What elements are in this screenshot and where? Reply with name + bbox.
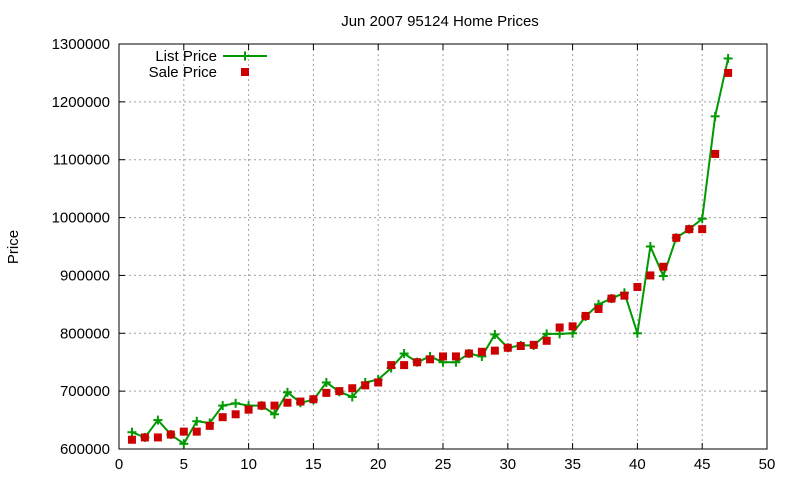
legend-marker-list-price: [240, 51, 250, 61]
list-price-point: [658, 271, 668, 281]
y-tick-label: 600000: [60, 441, 110, 458]
sale-price-point: [244, 405, 253, 414]
list-price-point: [270, 409, 280, 419]
x-tick-label: 10: [240, 456, 257, 473]
list-price-point: [347, 392, 357, 402]
sale-price-point: [542, 336, 551, 345]
y-tick-label: 1000000: [52, 210, 110, 227]
sale-price-point: [335, 387, 344, 396]
sale-price-point: [451, 352, 460, 361]
x-tick-label: 0: [115, 456, 123, 473]
sale-price-point: [529, 340, 538, 349]
x-tick-label: 20: [370, 456, 387, 473]
sale-price-point: [659, 262, 668, 271]
sale-price-point: [205, 421, 214, 430]
x-tick-label: 25: [435, 456, 452, 473]
sale-price-point: [192, 427, 201, 436]
sale-price-point: [594, 304, 603, 313]
sale-price-point: [568, 322, 577, 331]
sale-price-point: [361, 381, 370, 390]
sale-price-point: [179, 427, 188, 436]
y-tick-label: 1200000: [52, 94, 110, 111]
sale-price-point: [387, 361, 396, 370]
x-tick-label: 35: [564, 456, 581, 473]
list-price-point: [127, 427, 137, 437]
sale-price-point: [309, 395, 318, 404]
list-price-point: [490, 329, 500, 339]
sale-price-point: [620, 291, 629, 300]
sale-price-point: [322, 388, 331, 397]
sale-price-point: [490, 346, 499, 355]
sale-price-point: [374, 378, 383, 387]
sale-price-point: [503, 343, 512, 352]
list-price-point: [179, 439, 189, 449]
y-axis-label: Price: [5, 230, 22, 264]
sale-price-point: [296, 397, 305, 406]
y-tick-label: 700000: [60, 383, 110, 400]
list-price-point: [697, 214, 707, 224]
sale-price-point: [581, 311, 590, 320]
y-tick-label: 1300000: [52, 36, 110, 53]
sale-price-point: [477, 347, 486, 356]
x-tick-label: 15: [305, 456, 322, 473]
sale-price-point: [516, 342, 525, 351]
x-tick-label: 40: [629, 456, 646, 473]
list-price-point: [231, 398, 241, 408]
legend-marker-sale-price: [241, 68, 249, 76]
y-tick-label: 800000: [60, 325, 110, 342]
x-tick-label: 30: [499, 456, 516, 473]
list-price-point: [218, 401, 228, 411]
grid: [119, 44, 767, 449]
series-sale-price: [127, 68, 733, 444]
sale-price-point: [724, 68, 733, 77]
list-price-point: [645, 242, 655, 251]
series-list-price: [127, 53, 733, 449]
sale-price-point: [685, 225, 694, 234]
sale-price-point: [426, 355, 435, 364]
sale-price-point: [555, 323, 564, 332]
list-price-point: [632, 328, 642, 338]
sale-price-point: [283, 398, 292, 407]
sale-price-point: [218, 413, 227, 422]
list-price-point: [192, 416, 202, 426]
y-tick-label: 900000: [60, 267, 110, 284]
legend-label-sale-price: Sale Price: [149, 64, 217, 81]
sale-price-point: [400, 361, 409, 370]
list-price-line: [131, 58, 730, 446]
chart-title: Jun 2007 95124 Home Prices: [341, 13, 539, 30]
sale-price-point: [633, 283, 642, 291]
x-tick-label: 50: [759, 456, 776, 473]
x-tick-label: 5: [180, 456, 188, 473]
axis-ticks: 0 5 10 15 20 25 30 35 40 45 50 600000 700000 800000 90…: [52, 36, 776, 473]
list-price-point: [153, 415, 163, 425]
sale-price-point: [439, 352, 447, 361]
sale-price-point: [672, 233, 681, 242]
sale-price-point: [711, 149, 720, 158]
sale-price-point: [231, 410, 240, 419]
sale-price-point: [607, 294, 616, 303]
sale-price-point: [153, 433, 162, 442]
sale-price-point: [646, 271, 655, 280]
x-tick-label: 45: [694, 456, 711, 473]
list-price-point: [321, 377, 331, 387]
y-tick-label: 1100000: [53, 152, 110, 169]
sale-price-point: [698, 225, 707, 234]
sale-price-point: [127, 435, 136, 444]
list-price-point: [723, 53, 733, 63]
sale-price-point: [270, 401, 279, 410]
legend-label-list-price: List Price: [155, 48, 217, 65]
sale-price-point: [140, 433, 149, 442]
sale-price-point: [166, 430, 175, 439]
list-price-point: [399, 349, 409, 359]
list-price-point: [282, 387, 292, 397]
sale-price-point: [257, 401, 266, 410]
sale-price-point: [413, 358, 422, 367]
sale-price-point: [464, 349, 473, 358]
sale-price-point: [348, 384, 357, 393]
series-group: [127, 53, 733, 449]
list-price-point: [710, 111, 720, 121]
